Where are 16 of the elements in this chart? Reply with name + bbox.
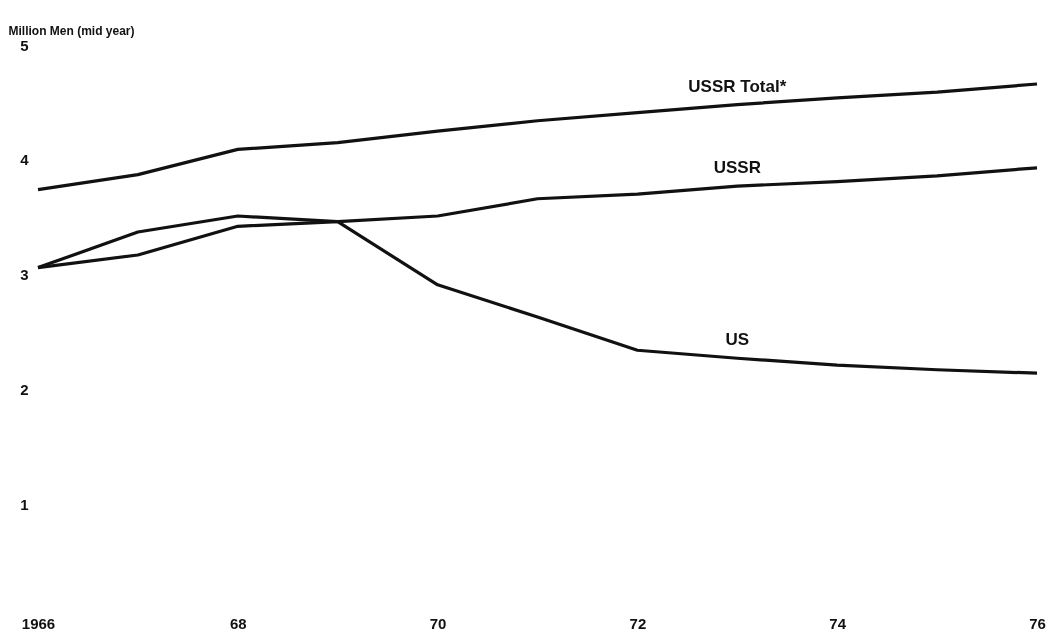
- y-tick-label: 1: [20, 495, 29, 513]
- series-label: USSR Total*: [688, 76, 787, 96]
- y-tick-label: 4: [20, 151, 30, 169]
- y-axis-title: Million Men (mid year): [8, 23, 135, 38]
- line-series: [36, 82, 1039, 192]
- x-tick-label: 74: [829, 614, 847, 632]
- y-tick-label: 3: [20, 266, 29, 283]
- series-label: US: [725, 330, 750, 350]
- y-tick-label: 2: [20, 380, 29, 398]
- y-tick-label: 5: [20, 36, 29, 54]
- x-tick-label: 1966: [21, 614, 56, 632]
- x-tick-label: 68: [229, 614, 247, 632]
- x-tick-label: 72: [629, 614, 647, 632]
- x-tick-label: 70: [429, 614, 447, 632]
- x-tick-label: 76: [1029, 614, 1046, 632]
- series-label: USSR: [713, 158, 761, 178]
